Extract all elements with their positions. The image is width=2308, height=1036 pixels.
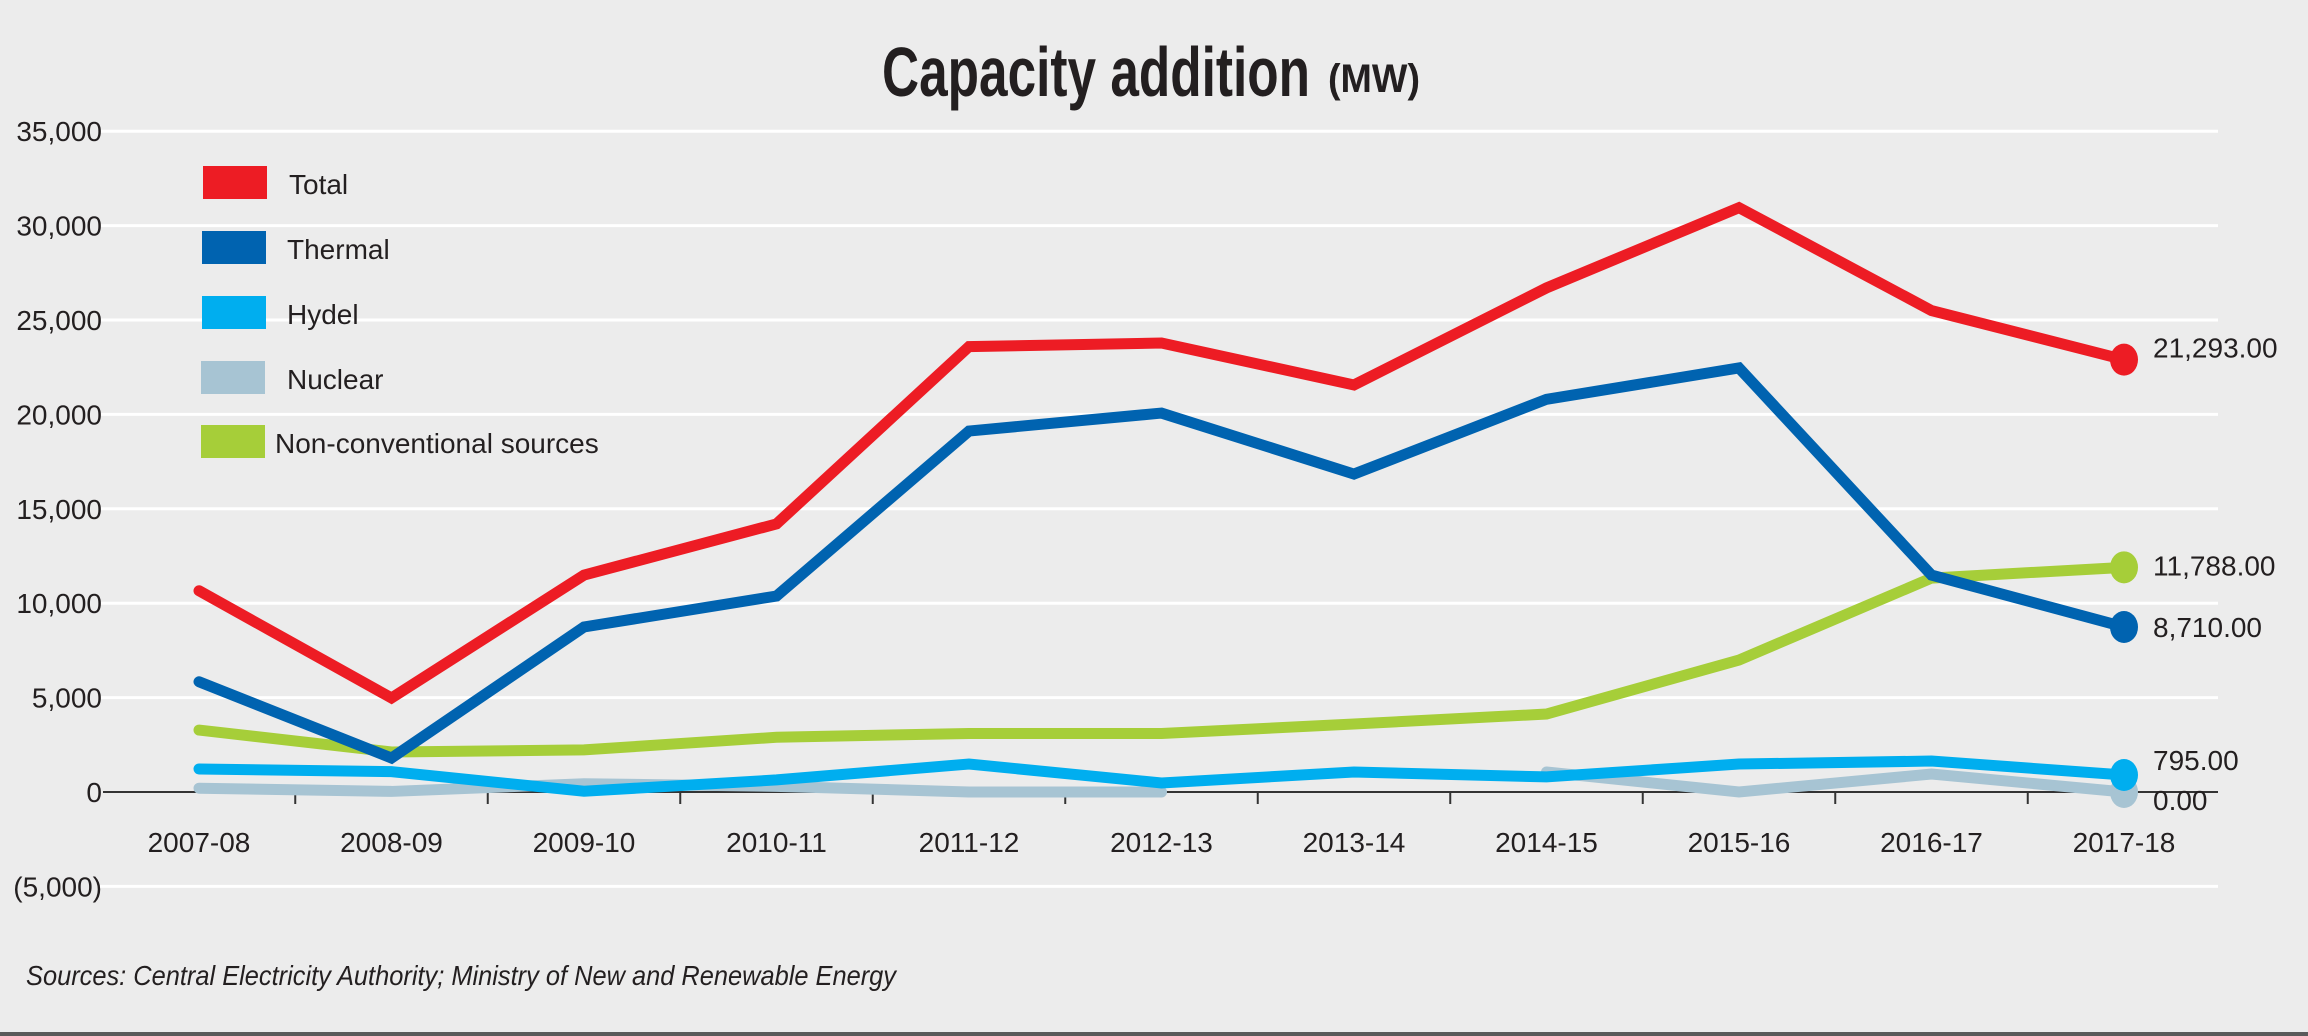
chart-title: Capacity addition (882, 33, 1310, 111)
end-value-label: 21,293.00 (2153, 333, 2278, 364)
end-marker (2110, 551, 2138, 584)
legend-swatch (201, 425, 265, 458)
y-tick-label: 35,000 (16, 116, 102, 147)
y-tick-label: 5,000 (32, 683, 102, 714)
legend-swatch (202, 296, 266, 329)
legend-label: Total (289, 169, 348, 200)
y-axis-tick-labels: 35,000 30,000 25,000 20,000 15,000 10,000 5,00… (13, 116, 102, 902)
legend-swatch (203, 166, 267, 199)
legend-swatch (201, 361, 265, 394)
legend-label: Thermal (287, 234, 390, 265)
chart-title-unit: (MW) (1328, 57, 1420, 101)
legend: Total Thermal Hydel Nuclear Non-conventional… (201, 166, 599, 459)
y-tick-label: 10,000 (16, 588, 102, 619)
y-tick-label: (5,000) (13, 871, 102, 902)
x-tick-label: 2010-11 (726, 827, 827, 858)
y-tick-label: 20,000 (16, 399, 102, 430)
end-marker (2110, 759, 2138, 792)
series-line-non-conventional-sources (193, 561, 2130, 758)
legend-label: Hydel (287, 299, 359, 330)
y-tick-label: 0 (86, 777, 102, 808)
source-note: Sources: Central Electricity Authority; … (26, 960, 898, 991)
x-tick-label: 2017-18 (2073, 827, 2176, 858)
y-tick-label: 30,000 (16, 211, 102, 242)
x-tick-label: 2009-10 (533, 827, 636, 858)
end-value-label: 11,788.00 (2153, 550, 2276, 581)
x-tick-label: 2007-08 (148, 827, 251, 858)
end-value-label: 795.00 (2153, 745, 2239, 776)
end-point-markers: 21,293.00 8,710.00 795.00 0.00 11,788.00 (2110, 333, 2278, 816)
legend-swatch (202, 231, 266, 264)
y-tick-label: 15,000 (16, 494, 102, 525)
series-line-nuclear (1541, 766, 2130, 798)
legend-label: Non-conventional sources (275, 428, 599, 459)
x-tick-label: 2012-13 (1110, 827, 1213, 858)
x-tick-label: 2013-14 (1303, 827, 1406, 858)
x-axis-tick-labels: 2007-08 2008-09 2009-10 2010-11 2011-12 2012-… (148, 827, 2176, 858)
end-value-label: 8,710.00 (2153, 612, 2262, 643)
end-marker (2110, 343, 2138, 376)
end-marker (2110, 610, 2138, 643)
series-line-thermal (193, 362, 2130, 765)
legend-label: Nuclear (287, 364, 383, 395)
gridlines (100, 129, 2218, 888)
x-tick-label: 2011-12 (919, 827, 1020, 858)
end-value-label: 0.00 (2153, 785, 2208, 816)
x-tick-label: 2015-16 (1688, 827, 1791, 858)
x-tick-label: 2014-15 (1495, 827, 1598, 858)
series-lines (193, 201, 2130, 798)
y-tick-label: 25,000 (16, 305, 102, 336)
x-tick-label: 2016-17 (1880, 827, 1983, 858)
bottom-rule (0, 1032, 2308, 1036)
x-tick-label: 2008-09 (340, 827, 443, 858)
